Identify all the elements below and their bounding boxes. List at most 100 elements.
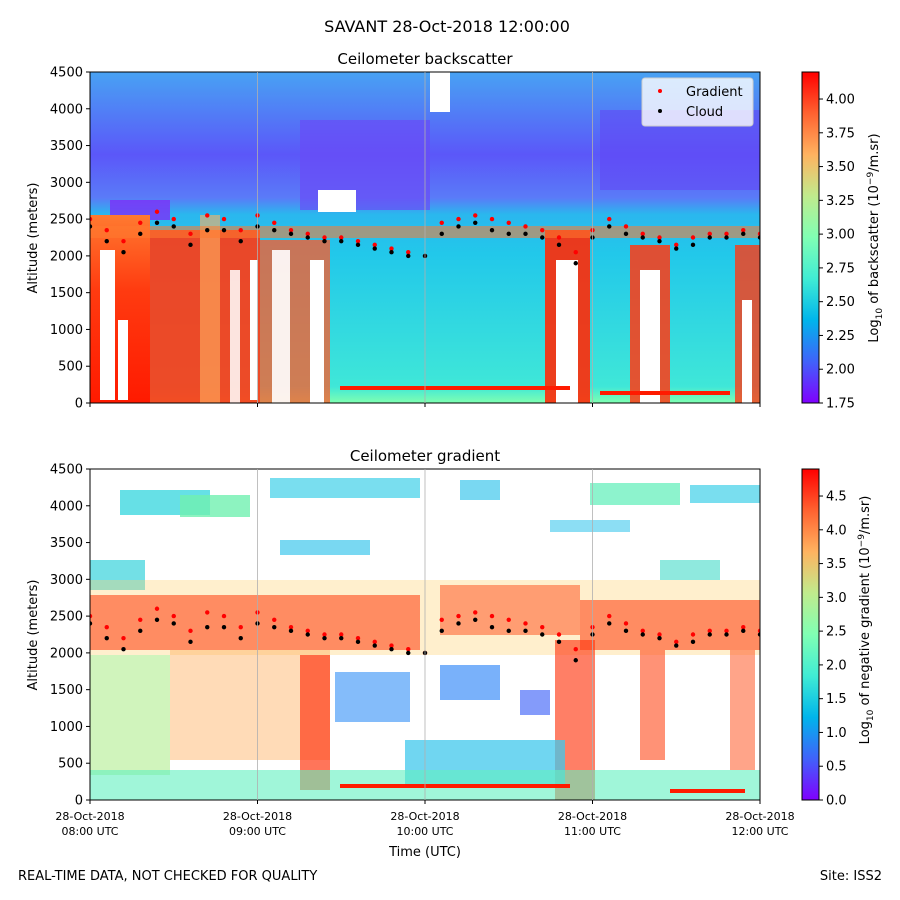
gradient-colorbar-tick-label: 0.5: [826, 760, 847, 775]
gradient-gradient-point: [623, 621, 629, 626]
gradient-colorbar-tick-label: 1.0: [826, 726, 847, 741]
gradient-xtick-time: 12:00 UTC: [731, 825, 788, 838]
backscatter-gradient-point: [121, 238, 126, 244]
gradient-gradient-point: [288, 624, 294, 630]
gradient-cloud-point: [104, 635, 109, 641]
backscatter-cloud-point: [556, 242, 562, 248]
backscatter-cloud-point: [741, 231, 746, 237]
gradient-gradient-point: [104, 624, 109, 630]
gradient-xtick-date: 28-Oct-2018: [223, 810, 292, 823]
gradient-colorbar-tick-label: 2.5: [826, 625, 847, 640]
gradient-xlabel: Time (UTC): [388, 845, 461, 860]
gradient-gradient-point: [238, 624, 243, 630]
gradient-cloud-point: [188, 639, 193, 645]
backscatter-gradient-point: [104, 227, 109, 233]
gradient-cloud-point: [90, 621, 93, 626]
gradient-ytick-label: 1500: [50, 683, 83, 698]
backscatter-gradient-point: [322, 235, 327, 240]
backscatter-gradient-point: [690, 235, 696, 240]
backscatter-cloud-point: [640, 235, 645, 240]
backscatter-cloud-point: [90, 224, 93, 229]
gradient-gradient-point: [188, 628, 193, 634]
gradient-gradient-point: [154, 606, 160, 611]
gradient-gradient-point: [707, 628, 712, 634]
backscatter-cloud-point: [121, 250, 126, 255]
backscatter-cloud-point: [188, 242, 193, 248]
gradient-gradient-point: [406, 647, 411, 652]
gradient-ytick-label: 1000: [50, 720, 83, 735]
backscatter-gradient-point: [607, 216, 612, 222]
gradient-gradient-point: [657, 632, 662, 637]
gradient-cloud-point: [406, 650, 411, 656]
gradient-cloud-point: [523, 628, 528, 634]
backscatter-gradient-point: [540, 227, 545, 233]
gradient-gradient-point: [272, 617, 277, 622]
gradient-gradient-point: [540, 624, 545, 630]
gradient-ylabel: Altitude (meters): [26, 580, 41, 691]
gradient-gradient-point: [473, 610, 478, 615]
backscatter-cloud-point: [757, 235, 760, 240]
backscatter-gradient-point: [272, 220, 277, 225]
gradient-cloud-point: [171, 621, 176, 626]
gradient-colorbar-tick-label: 4.0: [826, 523, 847, 538]
gradient-cloud-point: [322, 635, 327, 641]
gradient-cloud-point: [439, 628, 444, 634]
legend-gradient-marker: [658, 89, 662, 93]
gradient-cloud-point: [355, 639, 361, 645]
gradient-cloud-point: [288, 628, 294, 634]
backscatter-cloud-point: [205, 227, 210, 233]
gradient-cloud-point: [657, 635, 662, 641]
gradient-gradient-point: [90, 613, 93, 619]
backscatter-ytick-label: 2000: [50, 249, 83, 264]
gradient-gradient-point: [506, 617, 511, 622]
gradient-cloud-point: [640, 632, 645, 637]
backscatter-gradient-point: [238, 227, 243, 233]
backscatter-cloud-point: [355, 242, 361, 248]
gradient-colorbar-tick-label: 2.0: [826, 658, 847, 673]
backscatter-colorbar-tick-label: 3.25: [826, 194, 855, 209]
backscatter-gradient-point: [171, 216, 176, 222]
gradient-cloud-point: [372, 643, 377, 648]
gradient-gradient-point: [556, 632, 562, 637]
gradient-ytick-label: 3000: [50, 573, 83, 588]
gradient-gradient-point: [121, 635, 126, 641]
backscatter-gradient-point: [473, 213, 478, 218]
backscatter-cloud-point: [523, 231, 528, 237]
backscatter-cloud-point: [238, 238, 243, 244]
backscatter-cloud-point: [724, 235, 729, 240]
backscatter-colorbar-tick-label: 2.25: [826, 329, 855, 344]
gradient-xtick-time: 08:00 UTC: [61, 825, 118, 838]
gradient-cloud-point: [205, 624, 210, 630]
backscatter-gradient-point: [556, 235, 562, 240]
gradient-gradient-point: [322, 632, 327, 637]
gradient-ytick-label: 500: [58, 757, 83, 772]
backscatter-gradient-point: [674, 242, 679, 248]
backscatter-ytick-label: 4500: [50, 66, 83, 81]
backscatter-cloud-point: [707, 235, 712, 240]
gradient-cloud-point: [707, 632, 712, 637]
backscatter-cloud-point: [154, 220, 160, 225]
legend-cloud-marker: [658, 109, 662, 113]
gradient-gradient-point: [439, 617, 444, 622]
backscatter-cloud-point: [339, 238, 344, 244]
backscatter-gradient-point: [406, 250, 411, 255]
gradient-xtick-date: 28-Oct-2018: [725, 810, 794, 823]
gradient-gradient-point: [757, 628, 760, 634]
backscatter-colorbar-tick-label: 2.75: [826, 261, 855, 276]
backscatter-colorbar-label: Log10 of backscatter (10−9/m.sr): [866, 133, 885, 342]
gradient-gradient-point: [674, 639, 679, 645]
gradient-cloud-point: [272, 624, 277, 630]
gradient-cloud-point: [690, 639, 696, 645]
backscatter-ylabel: Altitude (meters): [26, 183, 41, 294]
backscatter-colorbar-tick-label: 3.75: [826, 126, 855, 141]
figure-suptitle: SAVANT 28-Oct-2018 12:00:00: [324, 17, 570, 36]
gradient-cloud-point: [473, 617, 478, 622]
gradient-cloud-point: [305, 632, 310, 637]
gradient-gradient-point: [221, 613, 227, 619]
gradient-gradient-point: [372, 639, 377, 645]
legend-gradient-label: Gradient: [686, 85, 743, 100]
backscatter-gradient-point: [657, 235, 662, 240]
backscatter-cloud-point: [288, 231, 294, 237]
gradient-gradient-point: [305, 628, 310, 634]
